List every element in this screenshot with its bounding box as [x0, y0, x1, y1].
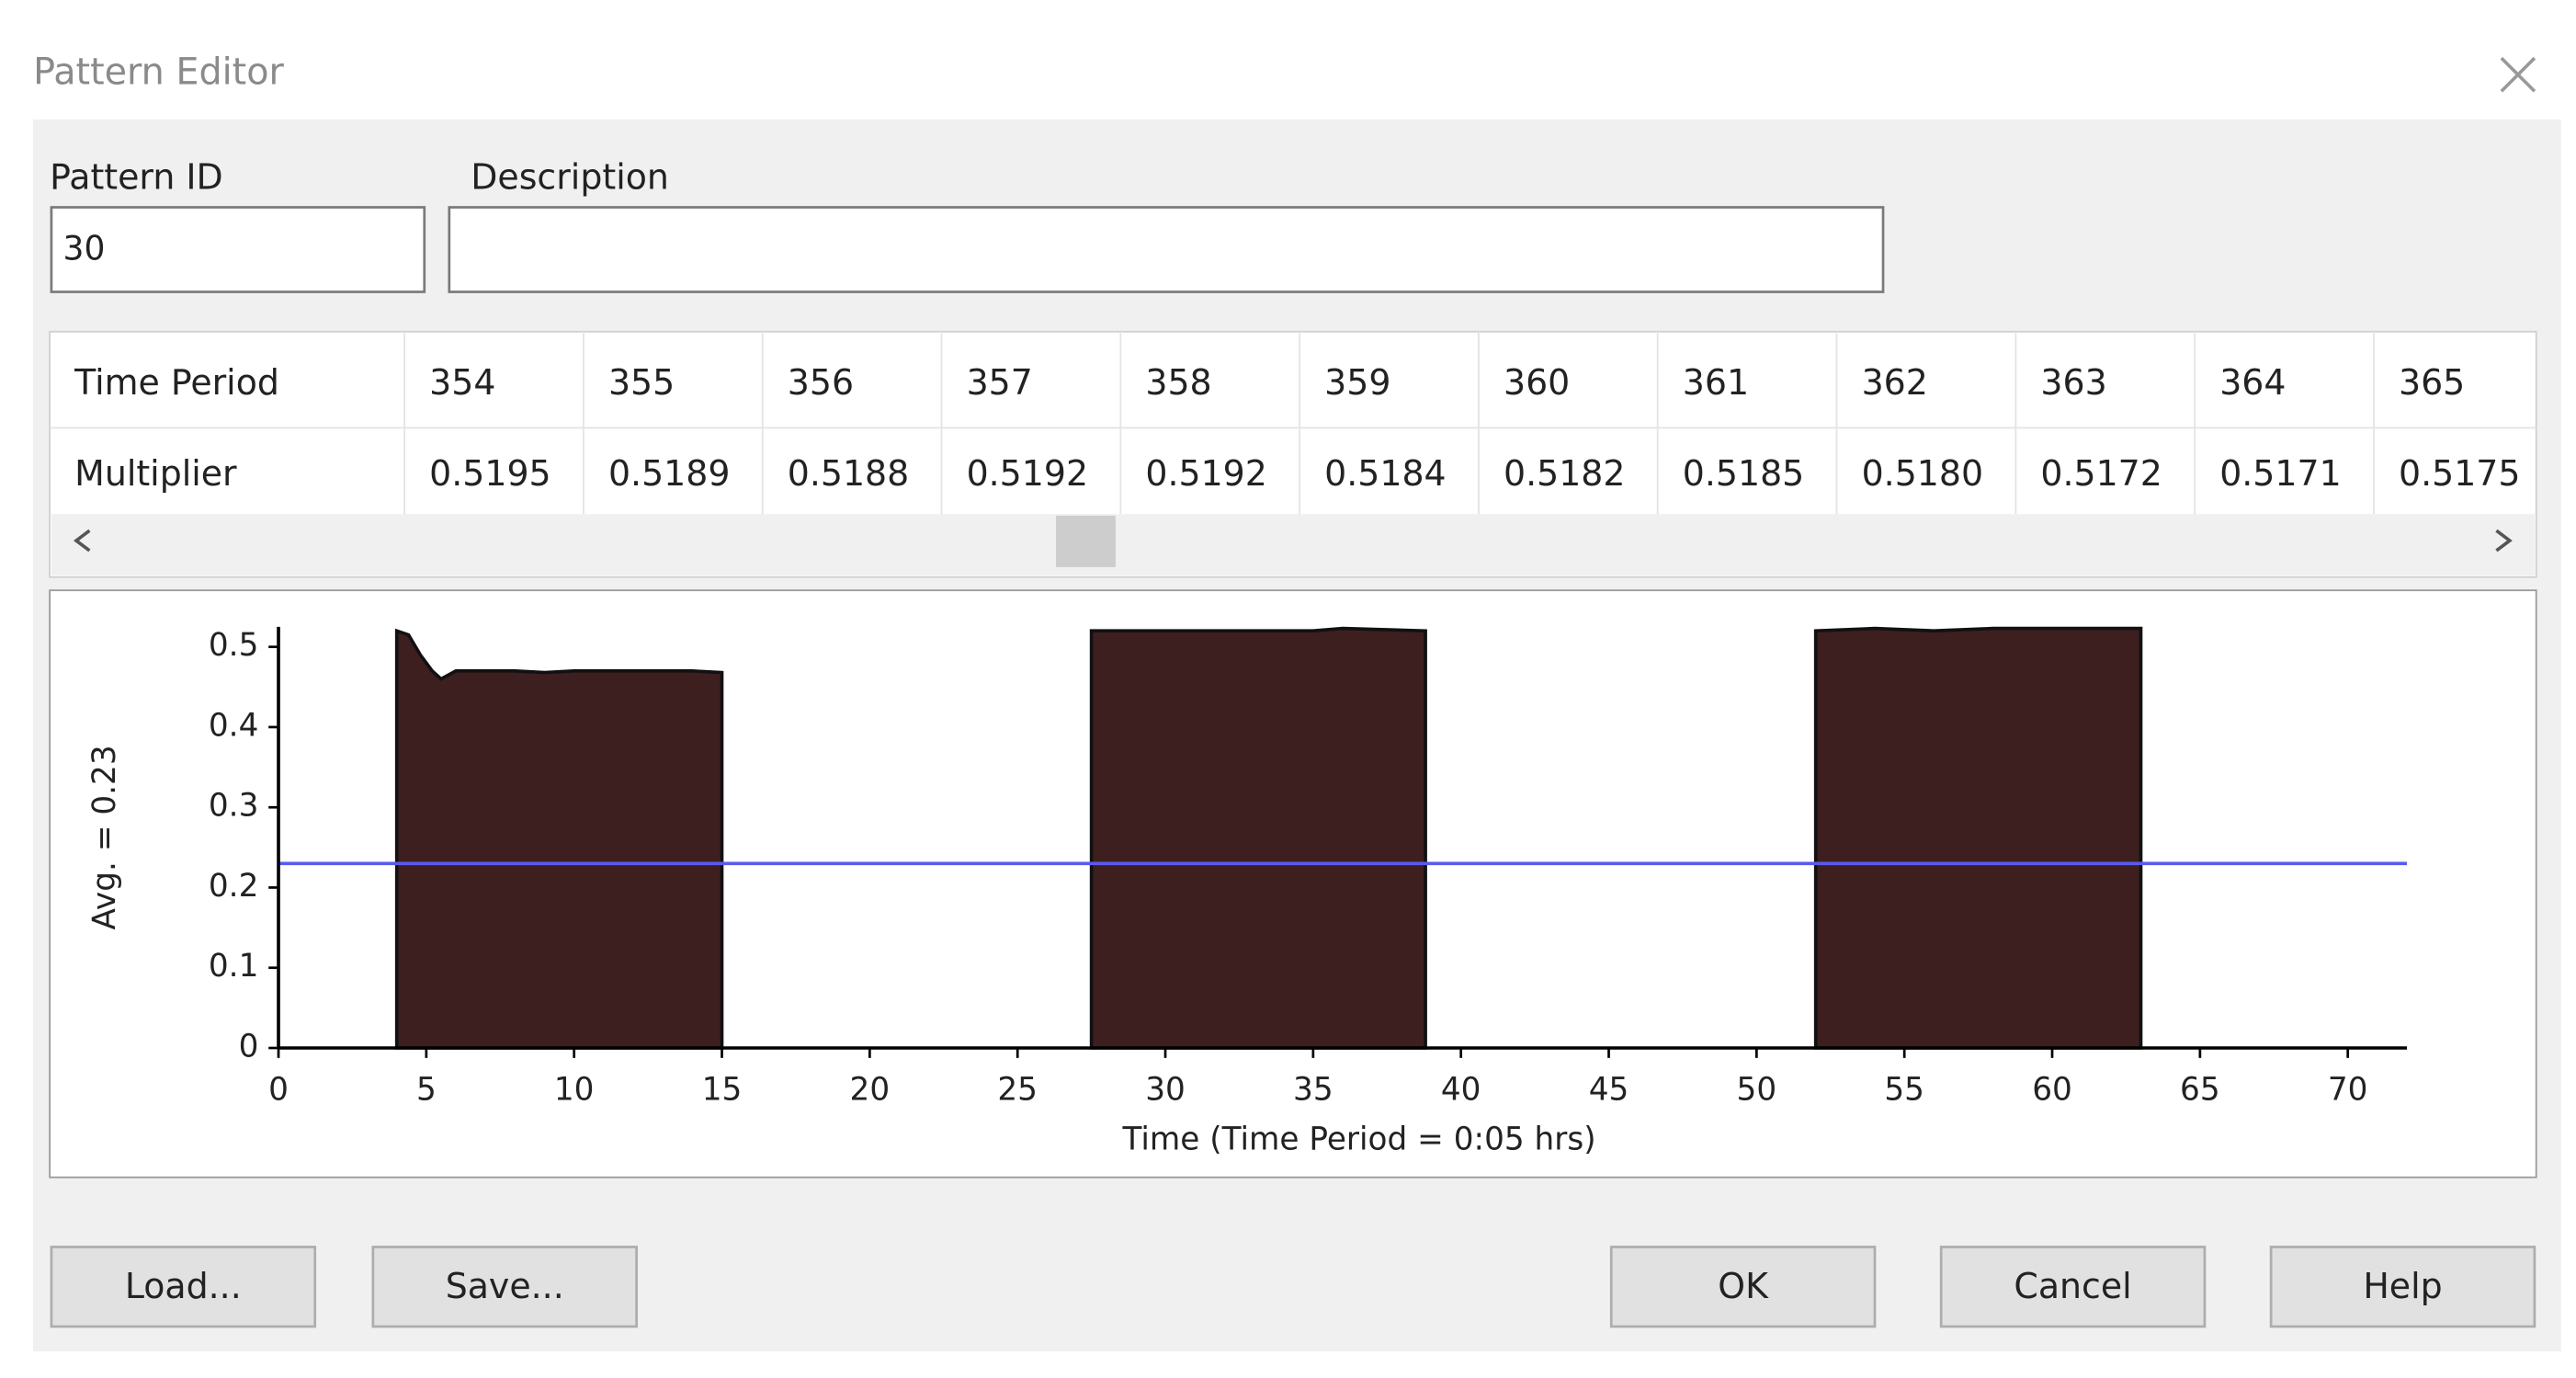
field-label: Description: [471, 156, 669, 197]
button-row: Load... Save... OK Cancel Help: [50, 1246, 2536, 1328]
multiplier[interactable]: 0.5175: [2399, 453, 2520, 494]
multiplier[interactable]: 0.5195: [429, 453, 550, 494]
time-period: 365: [2399, 362, 2465, 403]
pattern-id-input[interactable]: [50, 206, 426, 293]
x-tick-label: 40: [1441, 1071, 1481, 1108]
button-label: Load...: [125, 1266, 242, 1306]
y-tick-label: 0.5: [209, 627, 259, 664]
button[interactable]: [1609, 1246, 1877, 1328]
button-label: Help: [2363, 1266, 2442, 1306]
x-tick-label: 55: [1884, 1071, 1924, 1108]
time-period: 360: [1504, 362, 1570, 403]
y-tick-label: 0.2: [209, 868, 259, 905]
description-input[interactable]: [448, 206, 1885, 293]
x-tick-label: 65: [2180, 1071, 2220, 1108]
multiplier[interactable]: 0.5185: [1683, 453, 1804, 494]
time-period: 355: [608, 362, 675, 403]
button[interactable]: [371, 1246, 638, 1328]
x-tick-label: 70: [2328, 1071, 2368, 1108]
area: [394, 626, 2143, 1050]
time-period: 357: [967, 362, 1033, 403]
y-tick-label: 0: [239, 1029, 259, 1065]
x-tick-label: 20: [850, 1071, 891, 1108]
x-tick-label: 15: [702, 1071, 743, 1108]
window-title: Pattern Editor: [33, 51, 284, 94]
scroll-right[interactable]: [2495, 529, 2513, 552]
button-label: Cancel: [2014, 1266, 2131, 1306]
y-tick-label: 0.3: [209, 788, 259, 825]
scroll-thumb[interactable]: [1055, 516, 1116, 567]
multiplier[interactable]: 0.5192: [967, 453, 1088, 494]
x-tick-label: 60: [2032, 1071, 2072, 1108]
scrollbar[interactable]: [51, 514, 2535, 575]
button-label: OK: [1718, 1266, 1769, 1306]
x-tick-label: 25: [997, 1071, 1038, 1108]
x-axis-label: Time (Time Period = 0:05 hrs): [1122, 1122, 1596, 1158]
x-tick-label: 5: [416, 1071, 437, 1108]
multiplier[interactable]: 0.5172: [2040, 453, 2162, 494]
grid-table: Time Period Multiplier 354 0.5195 355 0.518…: [49, 330, 2537, 578]
time-period: 354: [429, 362, 495, 403]
close-button[interactable]: [2500, 56, 2536, 93]
pattern-id-value: 30: [63, 229, 106, 268]
chart: 0 0.1 0.2 0.3 0.4 0.5 0 5 10 15 20 25 30 35 40 45 50 55 60…: [86, 626, 2408, 1158]
x-tick-label: 10: [554, 1071, 595, 1108]
time-period: 356: [788, 362, 854, 403]
time-period: 358: [1145, 362, 1211, 403]
multiplier[interactable]: 0.5188: [788, 453, 909, 494]
multiplier[interactable]: 0.5189: [608, 453, 730, 494]
time-period: 361: [1683, 362, 1749, 403]
y-axis-label: Avg. = 0.23: [86, 745, 123, 929]
time-period: 364: [2219, 362, 2286, 403]
row-header: Time Period: [74, 362, 279, 403]
button[interactable]: [2269, 1246, 2536, 1328]
scroll-left[interactable]: [73, 529, 91, 552]
x-tick-label: 50: [1737, 1071, 1777, 1108]
y-tick-label: 0.4: [209, 707, 259, 744]
time-period: 363: [2040, 362, 2106, 403]
row-header: Multiplier: [74, 453, 237, 494]
multiplier[interactable]: 0.5180: [1862, 453, 1983, 494]
x-tick-label: 45: [1589, 1071, 1629, 1108]
field-label: Pattern ID: [50, 156, 223, 197]
x-tick-label: 30: [1145, 1071, 1186, 1108]
x-tick-label: 35: [1293, 1071, 1333, 1108]
button[interactable]: [1939, 1246, 2207, 1328]
multiplier[interactable]: 0.5171: [2219, 453, 2341, 494]
button-label: Save...: [446, 1266, 564, 1306]
multiplier[interactable]: 0.5192: [1145, 453, 1266, 494]
y-tick-label: 0.1: [209, 948, 259, 985]
multiplier[interactable]: 0.5182: [1504, 453, 1625, 494]
x-tick-label: 0: [268, 1071, 289, 1108]
button[interactable]: [50, 1246, 317, 1328]
time-period: 362: [1862, 362, 1928, 403]
multiplier[interactable]: 0.5184: [1324, 453, 1446, 494]
time-period: 359: [1324, 362, 1390, 403]
